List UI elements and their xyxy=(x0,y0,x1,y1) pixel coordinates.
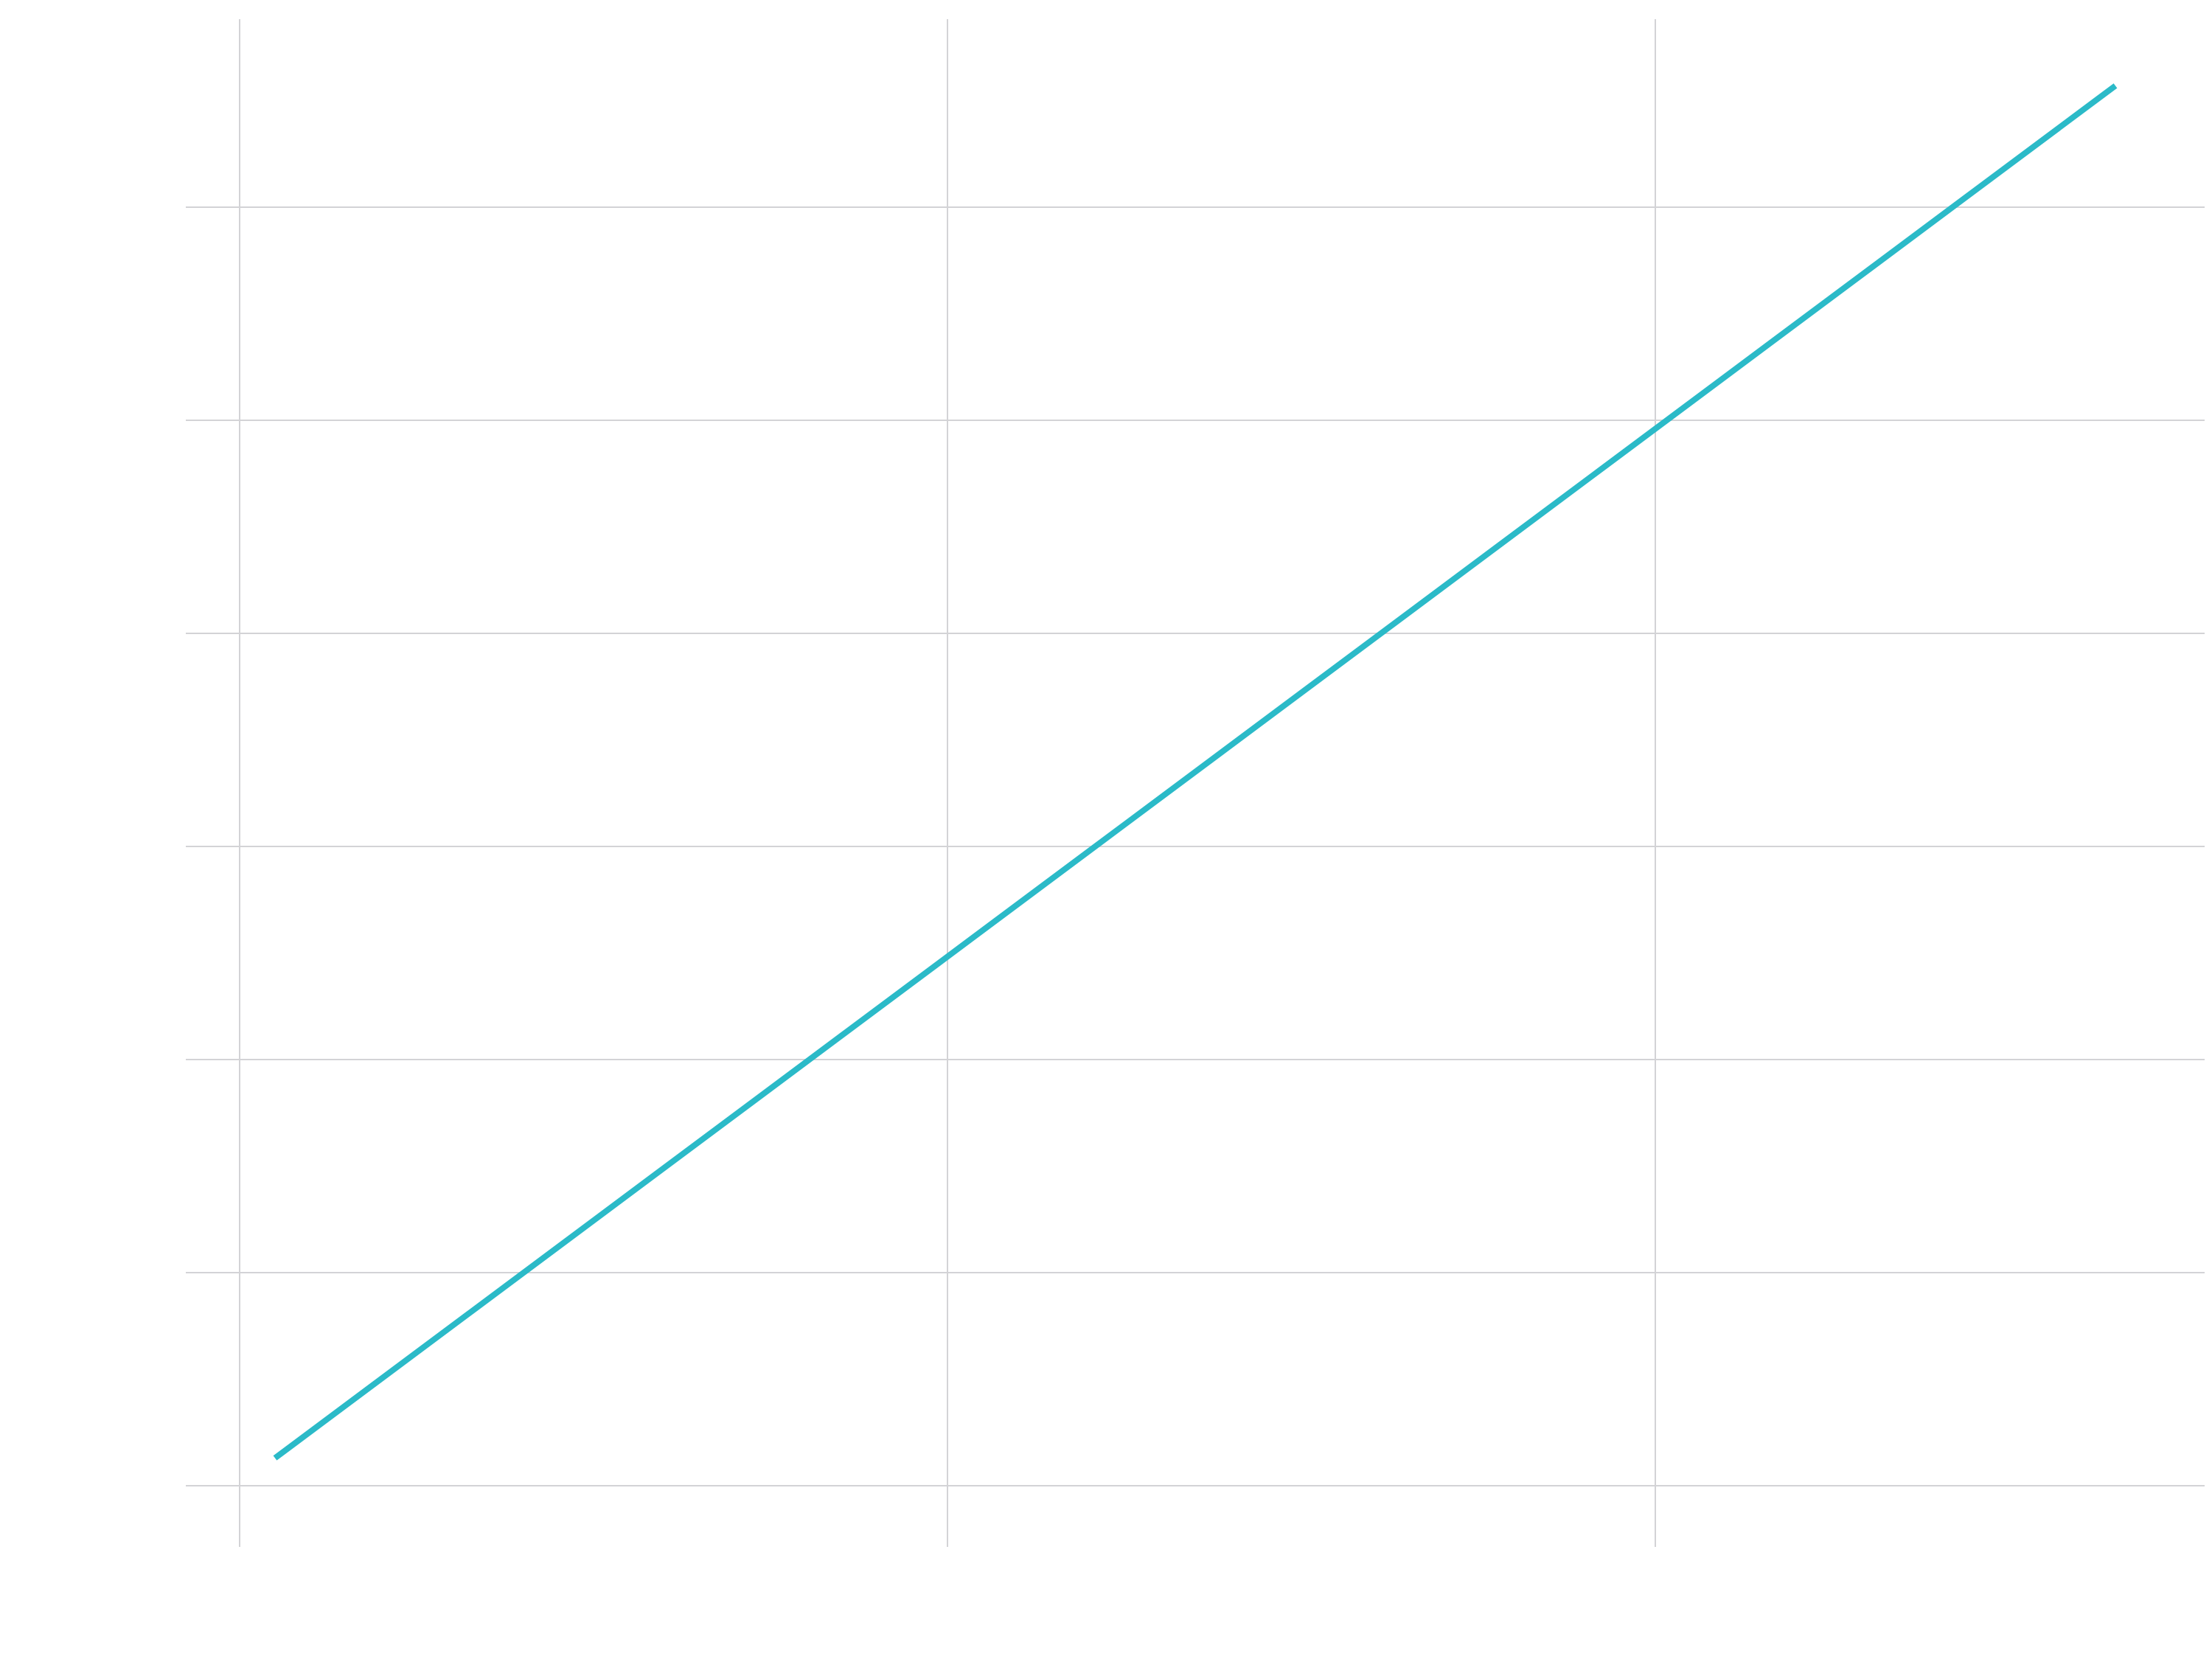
series-line xyxy=(273,83,2118,1461)
series-lines xyxy=(273,83,2118,1461)
